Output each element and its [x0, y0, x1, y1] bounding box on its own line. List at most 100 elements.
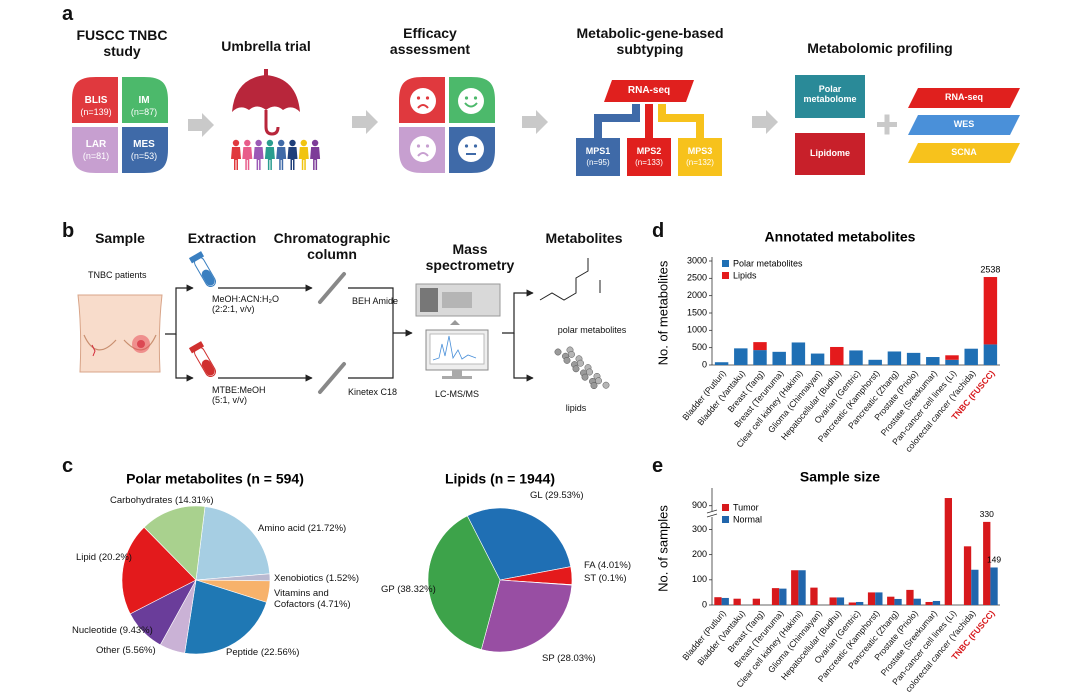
- mouth: [417, 104, 429, 109]
- y-tick-label: 200: [692, 549, 707, 559]
- bar: [791, 570, 799, 605]
- eye: [425, 144, 430, 148]
- metabolite-label: polar metabolites: [557, 325, 627, 335]
- eye: [416, 96, 421, 100]
- bar: [771, 588, 780, 605]
- profiling-boxes: [795, 75, 865, 118]
- chart-title: Polar metabolites (n = 594): [126, 471, 304, 487]
- pie-slice: [195, 506, 271, 581]
- pie-label: Carbohydrates (14.31%): [110, 495, 214, 506]
- bar: [714, 597, 722, 605]
- subtype-name: MES: [133, 139, 155, 150]
- ms-instrument: [442, 376, 472, 379]
- subtype-name: IM: [138, 95, 150, 106]
- mps-n: (n=95): [586, 158, 610, 167]
- face: [410, 88, 436, 114]
- eye: [473, 144, 478, 148]
- pie-label: GL (29.53%): [530, 490, 584, 501]
- step-title: Metabolic-gene-based subtyping: [576, 25, 724, 58]
- flow-arrows: [188, 113, 214, 137]
- person-body: [310, 147, 321, 170]
- ms-instrument: [420, 288, 438, 312]
- step-title: FUSCC TNBC study: [76, 27, 168, 60]
- data-label: 149: [987, 555, 1001, 565]
- step-title: Efficacy assessment: [389, 25, 471, 58]
- workflow-lines: [502, 289, 534, 334]
- omics-label: WES: [953, 119, 975, 129]
- person-head: [300, 139, 307, 147]
- mps-name: MPS3: [687, 146, 713, 156]
- omics-label: RNA-seq: [944, 92, 984, 102]
- ms-instrument: [452, 370, 462, 376]
- person-head: [232, 139, 240, 147]
- bar: [798, 570, 806, 605]
- pie-slice: [184, 579, 267, 655]
- legend-swatch: [722, 260, 729, 267]
- bar: [983, 277, 998, 345]
- axis-break: [706, 509, 718, 518]
- bar: [810, 353, 825, 365]
- tubes: [201, 359, 215, 376]
- profiling-boxes: [795, 133, 865, 175]
- y-tick-label: 1500: [687, 307, 707, 317]
- flow-arrows: [752, 110, 778, 134]
- eye: [464, 96, 469, 100]
- y-axis-label: No. of metabolites: [655, 260, 670, 365]
- step-title: Umbrella trial: [221, 38, 311, 54]
- y-tick-label: 0: [702, 359, 707, 369]
- pie-label: Other (5.56%): [96, 645, 156, 656]
- ms-label: LC-MS/MS: [434, 389, 480, 399]
- column-label: Kinetex C18: [348, 387, 398, 397]
- bar: [913, 598, 921, 605]
- profiling-boxes: [908, 115, 1020, 135]
- subtype-leaf: [122, 127, 168, 173]
- workflow-lines: [175, 334, 194, 382]
- bar: [734, 348, 748, 365]
- chart-title: Sample size: [800, 469, 880, 485]
- bar: [752, 598, 760, 605]
- pie-label: SP (28.03%): [542, 653, 596, 664]
- subtyping-tree: [627, 138, 671, 176]
- pie-label: Amino acid (21.72%): [258, 523, 347, 534]
- pie-slice: [121, 526, 197, 615]
- person-body: [264, 147, 275, 170]
- bar: [971, 569, 979, 605]
- y-tick-label: 300: [692, 524, 707, 534]
- columns: [318, 362, 346, 394]
- subtyping-tree: [576, 138, 620, 176]
- columns: [318, 272, 346, 304]
- tubes: [188, 251, 216, 288]
- bar: [868, 359, 882, 365]
- pie-slice: [480, 579, 573, 653]
- person-head: [255, 139, 262, 147]
- step-title: Sample: [95, 230, 145, 246]
- bar: [983, 521, 991, 605]
- ms-instrument: [450, 320, 460, 325]
- eye: [425, 96, 430, 100]
- bar: [887, 351, 902, 365]
- subtype-leaves: [72, 77, 168, 173]
- chart-title: Annotated metabolites: [765, 229, 916, 245]
- lipid-atom: [602, 381, 610, 389]
- umbrella: [232, 69, 300, 136]
- subtype-leaf: [72, 77, 118, 123]
- lipid-atom: [581, 373, 589, 381]
- mps-n: (n=133): [635, 158, 663, 167]
- umbrella: [264, 69, 268, 76]
- step-title: Extraction: [187, 230, 257, 246]
- flow-arrows: [188, 110, 778, 137]
- patient-body: [91, 344, 96, 357]
- rna-seq: RNA-seq: [627, 85, 671, 96]
- pie-label: ST (0.1%): [584, 573, 627, 584]
- bar: [925, 601, 933, 605]
- tubes: [188, 251, 216, 378]
- subtyping-tree: [658, 104, 704, 140]
- subtype-n: (n=81): [82, 151, 110, 161]
- pie-label: GP (38.32%): [381, 584, 436, 595]
- umbrella: [232, 75, 300, 112]
- person-body: [276, 147, 287, 170]
- face: [410, 136, 436, 162]
- bar: [721, 597, 729, 605]
- pie-label: FA (4.01%): [584, 560, 631, 571]
- efficacy-faces: [399, 77, 495, 173]
